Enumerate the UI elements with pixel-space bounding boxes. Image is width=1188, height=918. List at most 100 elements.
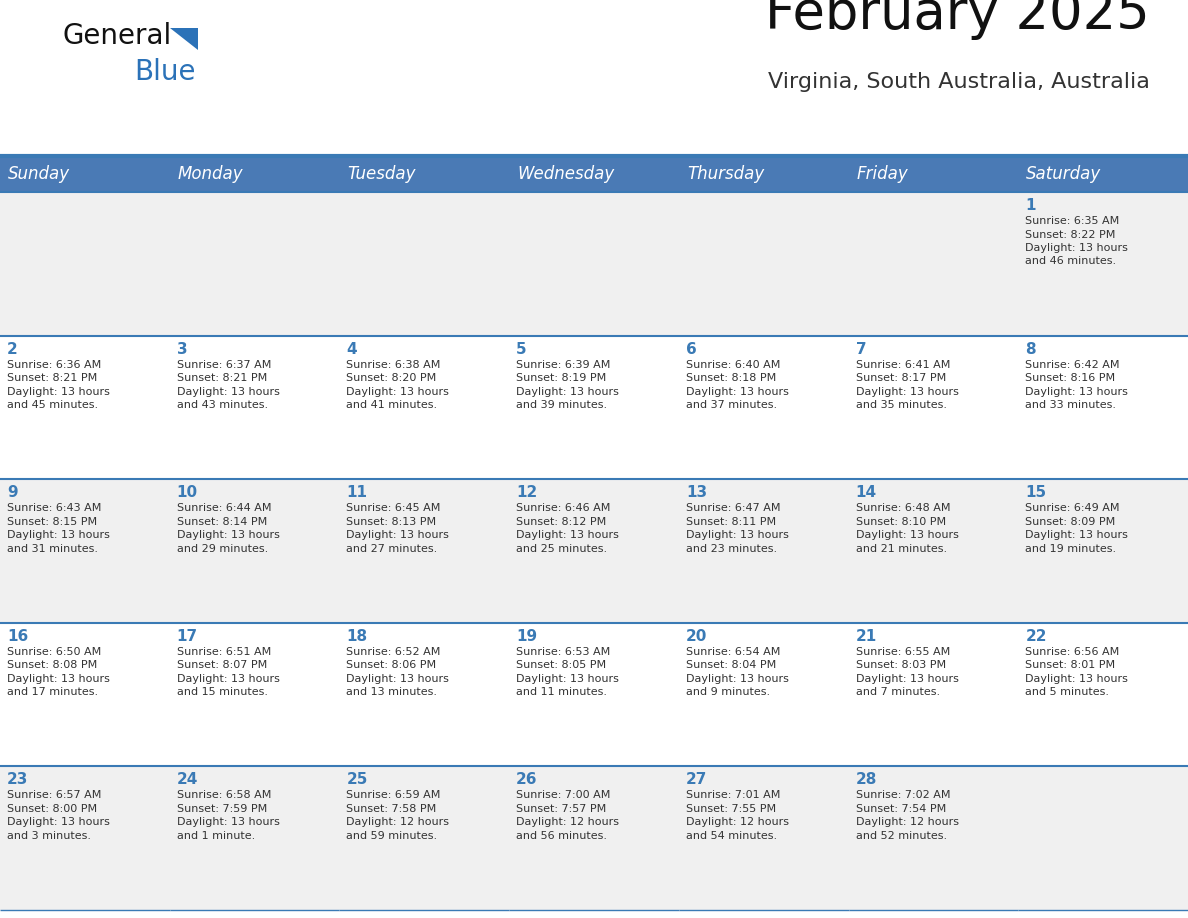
Text: Sunset: 8:11 PM: Sunset: 8:11 PM: [685, 517, 776, 527]
Text: and 54 minutes.: and 54 minutes.: [685, 831, 777, 841]
Text: Tuesday: Tuesday: [347, 165, 416, 183]
Text: 10: 10: [177, 486, 198, 500]
Bar: [0, 336, 170, 479]
Bar: [848, 192, 1018, 336]
Text: Sunset: 8:22 PM: Sunset: 8:22 PM: [1025, 230, 1116, 240]
Text: Sunrise: 6:42 AM: Sunrise: 6:42 AM: [1025, 360, 1120, 370]
Text: Daylight: 12 hours: Daylight: 12 hours: [347, 817, 449, 827]
Text: and 59 minutes.: and 59 minutes.: [347, 831, 437, 841]
Text: and 29 minutes.: and 29 minutes.: [177, 543, 268, 554]
Text: 27: 27: [685, 772, 707, 788]
Text: and 52 minutes.: and 52 minutes.: [855, 831, 947, 841]
Text: Daylight: 13 hours: Daylight: 13 hours: [855, 386, 959, 397]
Text: Sunrise: 6:46 AM: Sunrise: 6:46 AM: [516, 503, 611, 513]
Text: Daylight: 12 hours: Daylight: 12 hours: [516, 817, 619, 827]
Text: Sunrise: 6:44 AM: Sunrise: 6:44 AM: [177, 503, 271, 513]
Text: and 23 minutes.: and 23 minutes.: [685, 543, 777, 554]
Text: 11: 11: [347, 486, 367, 500]
Text: 24: 24: [177, 772, 198, 788]
Text: Sunset: 8:13 PM: Sunset: 8:13 PM: [347, 517, 436, 527]
Text: Daylight: 13 hours: Daylight: 13 hours: [7, 817, 109, 827]
Text: Daylight: 13 hours: Daylight: 13 hours: [1025, 674, 1129, 684]
Bar: [0, 156, 170, 192]
Text: 22: 22: [1025, 629, 1047, 644]
Text: and 19 minutes.: and 19 minutes.: [1025, 543, 1117, 554]
Text: Sunrise: 6:58 AM: Sunrise: 6:58 AM: [177, 790, 271, 800]
Text: Virginia, South Australia, Australia: Virginia, South Australia, Australia: [769, 72, 1150, 92]
Bar: [0, 767, 170, 910]
Text: and 33 minutes.: and 33 minutes.: [1025, 400, 1117, 410]
Text: Sunset: 8:04 PM: Sunset: 8:04 PM: [685, 660, 776, 670]
Bar: [170, 156, 340, 192]
Bar: [0, 622, 170, 767]
Bar: [678, 622, 848, 767]
Bar: [510, 156, 678, 192]
Text: Daylight: 13 hours: Daylight: 13 hours: [7, 674, 109, 684]
Bar: [1018, 336, 1188, 479]
Bar: [510, 622, 678, 767]
Text: 23: 23: [7, 772, 29, 788]
Text: Sunrise: 7:01 AM: Sunrise: 7:01 AM: [685, 790, 781, 800]
Text: and 9 minutes.: and 9 minutes.: [685, 688, 770, 698]
Text: Sunset: 8:07 PM: Sunset: 8:07 PM: [177, 660, 267, 670]
Text: Daylight: 13 hours: Daylight: 13 hours: [855, 674, 959, 684]
Bar: [0, 479, 170, 622]
Text: Sunset: 8:21 PM: Sunset: 8:21 PM: [177, 373, 267, 383]
Text: Sunset: 8:17 PM: Sunset: 8:17 PM: [855, 373, 946, 383]
Text: Daylight: 13 hours: Daylight: 13 hours: [685, 386, 789, 397]
Bar: [510, 767, 678, 910]
Text: Sunrise: 6:36 AM: Sunrise: 6:36 AM: [7, 360, 101, 370]
Text: Wednesday: Wednesday: [517, 165, 614, 183]
Text: and 45 minutes.: and 45 minutes.: [7, 400, 99, 410]
Text: Sunrise: 6:37 AM: Sunrise: 6:37 AM: [177, 360, 271, 370]
Text: General: General: [62, 22, 171, 50]
Text: 9: 9: [7, 486, 18, 500]
Text: Sunrise: 6:48 AM: Sunrise: 6:48 AM: [855, 503, 950, 513]
Text: Daylight: 13 hours: Daylight: 13 hours: [177, 531, 279, 540]
Text: Sunrise: 6:38 AM: Sunrise: 6:38 AM: [347, 360, 441, 370]
Text: Daylight: 13 hours: Daylight: 13 hours: [177, 674, 279, 684]
Bar: [510, 192, 678, 336]
Bar: [340, 622, 510, 767]
Text: 15: 15: [1025, 486, 1047, 500]
Text: Sunrise: 6:51 AM: Sunrise: 6:51 AM: [177, 647, 271, 656]
Bar: [170, 767, 340, 910]
Text: 25: 25: [347, 772, 368, 788]
Text: and 56 minutes.: and 56 minutes.: [516, 831, 607, 841]
Bar: [848, 336, 1018, 479]
Text: Daylight: 13 hours: Daylight: 13 hours: [855, 531, 959, 540]
Text: Sunrise: 6:43 AM: Sunrise: 6:43 AM: [7, 503, 101, 513]
Text: 12: 12: [516, 486, 537, 500]
Text: Sunrise: 6:53 AM: Sunrise: 6:53 AM: [516, 647, 611, 656]
Text: Sunrise: 6:54 AM: Sunrise: 6:54 AM: [685, 647, 781, 656]
Text: Daylight: 12 hours: Daylight: 12 hours: [685, 817, 789, 827]
Text: 18: 18: [347, 629, 367, 644]
Text: and 7 minutes.: and 7 minutes.: [855, 688, 940, 698]
Bar: [170, 622, 340, 767]
Bar: [848, 479, 1018, 622]
Text: Sunset: 8:03 PM: Sunset: 8:03 PM: [855, 660, 946, 670]
Text: and 1 minute.: and 1 minute.: [177, 831, 255, 841]
Text: Daylight: 13 hours: Daylight: 13 hours: [516, 674, 619, 684]
Bar: [1018, 192, 1188, 336]
Text: Sunrise: 6:45 AM: Sunrise: 6:45 AM: [347, 503, 441, 513]
Text: Daylight: 13 hours: Daylight: 13 hours: [685, 674, 789, 684]
Bar: [1018, 767, 1188, 910]
Text: and 37 minutes.: and 37 minutes.: [685, 400, 777, 410]
Text: Sunset: 8:10 PM: Sunset: 8:10 PM: [855, 517, 946, 527]
Text: 14: 14: [855, 486, 877, 500]
Text: 7: 7: [855, 341, 866, 356]
Text: 21: 21: [855, 629, 877, 644]
Text: Sunrise: 6:56 AM: Sunrise: 6:56 AM: [1025, 647, 1119, 656]
Text: 1: 1: [1025, 198, 1036, 213]
Text: and 11 minutes.: and 11 minutes.: [516, 688, 607, 698]
Text: Daylight: 13 hours: Daylight: 13 hours: [685, 531, 789, 540]
Bar: [170, 336, 340, 479]
Text: Daylight: 13 hours: Daylight: 13 hours: [516, 386, 619, 397]
Text: Sunset: 8:18 PM: Sunset: 8:18 PM: [685, 373, 776, 383]
Text: Sunset: 8:06 PM: Sunset: 8:06 PM: [347, 660, 436, 670]
Text: Sunset: 8:21 PM: Sunset: 8:21 PM: [7, 373, 97, 383]
Bar: [848, 156, 1018, 192]
Text: Daylight: 13 hours: Daylight: 13 hours: [516, 531, 619, 540]
Text: and 43 minutes.: and 43 minutes.: [177, 400, 267, 410]
